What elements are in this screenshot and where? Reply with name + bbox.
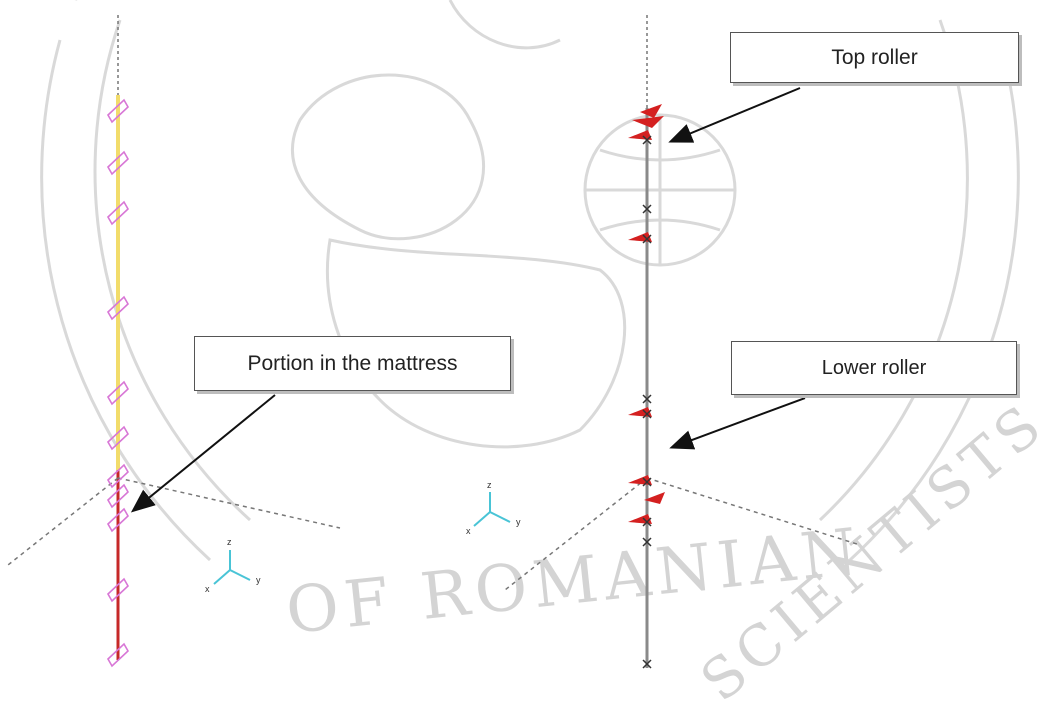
triad-label-z: z <box>487 480 492 490</box>
support-marker <box>640 104 662 118</box>
triad-x-axis <box>213 569 231 585</box>
top-roller-callout: Top roller <box>730 32 1019 83</box>
support-marker <box>644 492 665 504</box>
node-mark <box>642 477 652 487</box>
plane-marker <box>106 380 130 406</box>
node-mark <box>642 234 652 244</box>
plane-marker <box>106 483 130 509</box>
lower-roller-callout: Lower roller <box>731 341 1017 395</box>
triad-label-z: z <box>227 537 232 547</box>
triad-label-y: y <box>516 517 521 527</box>
plane-marker <box>106 425 130 451</box>
support-marker <box>628 130 652 140</box>
node-mark <box>642 659 652 669</box>
plane-marker <box>106 150 130 176</box>
triad-label-x: x <box>466 526 471 536</box>
ground-dashed-line <box>7 477 119 566</box>
node-mark <box>642 537 652 547</box>
top-roller-label: Top roller <box>831 45 918 69</box>
axis-triad-left <box>213 550 251 585</box>
lower-roller-label: Lower roller <box>821 356 927 379</box>
support-marker <box>632 116 664 128</box>
top-roller-arrow <box>668 87 801 143</box>
node-marks <box>642 135 652 669</box>
plane-marker <box>106 577 130 603</box>
plane-marker <box>106 295 130 321</box>
node-mark <box>642 135 652 145</box>
node-mark <box>642 409 652 419</box>
axis-triad-right <box>473 492 511 527</box>
ground-dashed-line <box>117 477 341 529</box>
triad-label-y: y <box>256 575 261 585</box>
fe-model-drawing: z y x z y x <box>7 15 861 669</box>
ground-dashed-line <box>646 477 861 546</box>
right-beam <box>504 15 861 669</box>
mattress-portion-callout: Portion in the mattress <box>194 336 511 391</box>
node-mark <box>642 517 652 527</box>
mattress-portion-label: Portion in the mattress <box>247 351 458 375</box>
triad-y-axis <box>489 511 511 523</box>
node-mark <box>642 394 652 404</box>
plane-marker <box>106 507 130 533</box>
triad-x-axis <box>473 511 491 527</box>
lower-roller-arrow <box>669 397 806 450</box>
ground-dashed-line <box>504 477 648 591</box>
plane-markers <box>106 98 130 668</box>
plane-marker <box>106 200 130 226</box>
plane-marker <box>106 642 130 668</box>
left-beam <box>7 15 341 668</box>
diagram-canvas: ACAD OF ROMANIAN SCIENTISTS <box>7 0 1055 715</box>
mattress-portion-arrow <box>130 394 276 513</box>
triad-label-x: x <box>205 584 210 594</box>
plane-marker <box>106 98 130 124</box>
plane-marker <box>106 463 130 489</box>
node-mark <box>642 204 652 214</box>
triad-y-axis <box>229 569 251 581</box>
